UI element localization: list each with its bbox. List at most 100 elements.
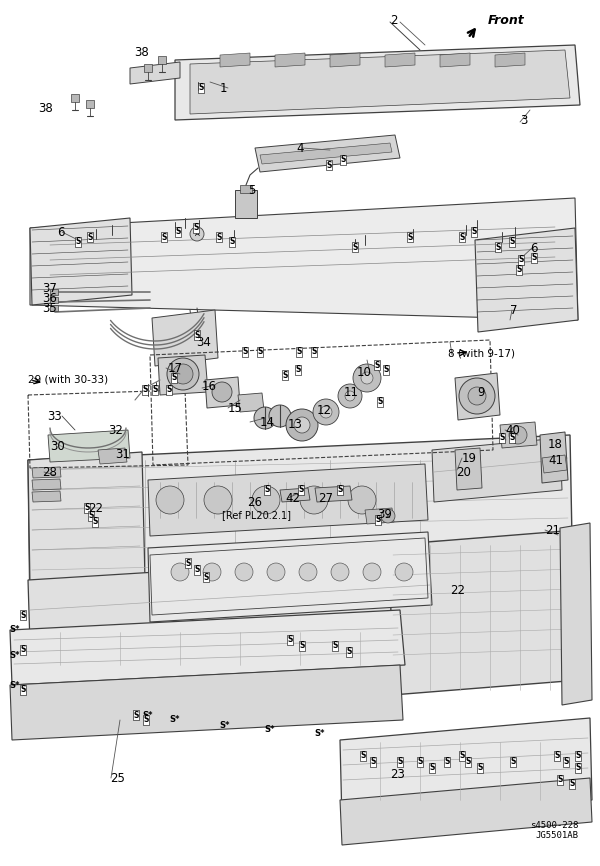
- Polygon shape: [330, 53, 360, 67]
- Text: S: S: [532, 254, 536, 262]
- Text: 31: 31: [115, 449, 130, 462]
- Text: 13: 13: [288, 418, 303, 431]
- Text: 32: 32: [108, 423, 123, 436]
- Text: 40: 40: [505, 423, 520, 436]
- Circle shape: [171, 563, 189, 581]
- Text: S: S: [203, 572, 209, 581]
- Text: S: S: [88, 232, 92, 242]
- Text: S: S: [472, 228, 476, 236]
- Text: 15: 15: [228, 402, 243, 415]
- Circle shape: [254, 407, 276, 429]
- Circle shape: [363, 563, 381, 581]
- Text: S: S: [370, 758, 376, 766]
- Text: S: S: [76, 237, 80, 247]
- Polygon shape: [50, 305, 58, 311]
- Circle shape: [353, 364, 381, 392]
- Polygon shape: [560, 523, 592, 705]
- Text: S*: S*: [10, 681, 20, 689]
- Text: S: S: [175, 228, 181, 236]
- Circle shape: [267, 563, 285, 581]
- Circle shape: [204, 486, 232, 514]
- Polygon shape: [71, 94, 79, 102]
- Text: S: S: [509, 434, 515, 443]
- Text: 35: 35: [42, 301, 57, 314]
- Polygon shape: [158, 355, 208, 395]
- Text: S: S: [554, 752, 560, 760]
- Text: S: S: [20, 686, 26, 695]
- Polygon shape: [455, 448, 482, 490]
- Text: s4500-228
JG5501AB: s4500-228 JG5501AB: [530, 821, 578, 840]
- Polygon shape: [315, 486, 352, 502]
- Text: 12: 12: [317, 404, 332, 417]
- Polygon shape: [340, 718, 592, 822]
- Text: S: S: [575, 752, 581, 760]
- Polygon shape: [148, 464, 428, 536]
- Polygon shape: [432, 438, 562, 502]
- Circle shape: [235, 563, 253, 581]
- Text: 38: 38: [134, 46, 149, 59]
- Polygon shape: [390, 530, 580, 695]
- Text: S: S: [85, 503, 89, 513]
- Text: S: S: [142, 385, 148, 395]
- Text: 41: 41: [548, 454, 563, 467]
- Text: 27: 27: [318, 492, 333, 505]
- Text: 17: 17: [168, 361, 183, 374]
- Text: 37: 37: [42, 281, 57, 294]
- Text: 20: 20: [456, 467, 471, 480]
- Text: S: S: [407, 232, 413, 242]
- Text: 9: 9: [477, 386, 485, 399]
- Text: S: S: [242, 347, 248, 357]
- Circle shape: [459, 378, 495, 414]
- Polygon shape: [275, 53, 305, 67]
- Circle shape: [395, 563, 413, 581]
- Text: S*: S*: [10, 650, 20, 660]
- Circle shape: [509, 426, 527, 444]
- Text: S: S: [172, 373, 176, 383]
- Polygon shape: [385, 53, 415, 67]
- Circle shape: [338, 384, 362, 408]
- Circle shape: [286, 409, 318, 441]
- Circle shape: [300, 486, 328, 514]
- Text: S: S: [332, 642, 338, 650]
- Text: A: A: [386, 514, 390, 519]
- Text: 38: 38: [38, 101, 53, 114]
- Text: 39: 39: [377, 508, 392, 521]
- Polygon shape: [10, 665, 403, 740]
- Circle shape: [299, 563, 317, 581]
- Circle shape: [331, 563, 349, 581]
- Text: S: S: [340, 156, 346, 165]
- Circle shape: [345, 391, 355, 401]
- Text: 16: 16: [202, 380, 217, 393]
- Text: [Ref PL20.2.1]: [Ref PL20.2.1]: [222, 510, 291, 520]
- Circle shape: [252, 486, 280, 514]
- Text: S: S: [445, 758, 449, 766]
- Text: 10: 10: [357, 366, 372, 379]
- Circle shape: [212, 382, 232, 402]
- Text: A: A: [194, 231, 199, 237]
- Text: 7: 7: [510, 303, 517, 316]
- Text: S*: S*: [220, 721, 230, 731]
- Text: 2: 2: [390, 14, 398, 27]
- Text: S: S: [152, 385, 158, 395]
- Text: S: S: [194, 565, 200, 574]
- Text: S: S: [352, 242, 358, 251]
- Polygon shape: [30, 198, 578, 320]
- Text: 11: 11: [344, 386, 359, 399]
- Polygon shape: [30, 218, 132, 305]
- Text: S: S: [337, 486, 343, 494]
- Circle shape: [313, 399, 339, 425]
- Text: 8 (with 9-17): 8 (with 9-17): [448, 348, 515, 358]
- Text: S: S: [161, 232, 167, 242]
- Text: S: S: [518, 255, 524, 264]
- Text: S: S: [557, 775, 563, 785]
- Polygon shape: [28, 452, 145, 588]
- Text: 22: 22: [88, 501, 103, 514]
- Polygon shape: [152, 310, 218, 366]
- Polygon shape: [440, 53, 470, 67]
- Text: S*: S*: [315, 729, 325, 739]
- Text: S: S: [326, 160, 332, 170]
- Polygon shape: [240, 185, 252, 193]
- Text: S: S: [466, 758, 470, 766]
- Text: S: S: [575, 764, 581, 772]
- Text: S: S: [361, 752, 365, 760]
